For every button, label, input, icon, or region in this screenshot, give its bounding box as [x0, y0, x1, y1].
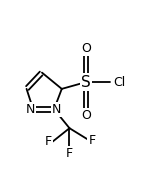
Text: Cl: Cl: [113, 76, 125, 89]
Text: O: O: [81, 42, 91, 55]
Text: F: F: [44, 135, 52, 148]
Text: N: N: [52, 103, 61, 116]
Text: S: S: [81, 75, 91, 90]
Text: F: F: [66, 147, 73, 161]
Text: F: F: [88, 134, 96, 147]
Text: O: O: [81, 109, 91, 122]
Text: N: N: [26, 103, 35, 116]
